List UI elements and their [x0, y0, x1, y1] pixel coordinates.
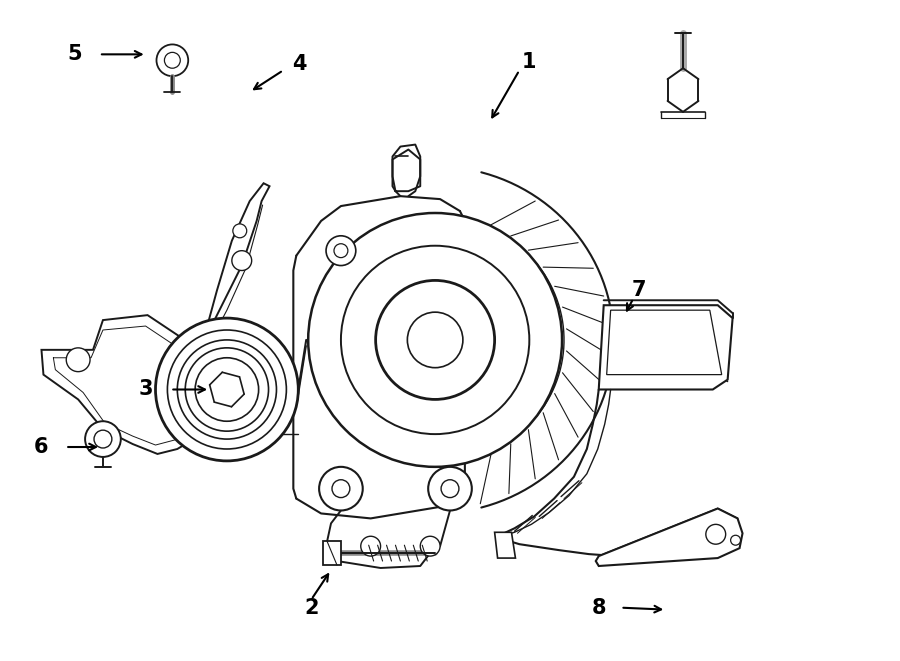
Circle shape [156, 318, 298, 461]
Polygon shape [41, 315, 227, 454]
Circle shape [157, 44, 188, 76]
Text: 4: 4 [292, 54, 307, 74]
Polygon shape [495, 532, 516, 558]
Text: 7: 7 [631, 280, 645, 300]
Circle shape [420, 536, 440, 556]
Text: 5: 5 [68, 44, 83, 64]
Circle shape [185, 348, 268, 431]
Circle shape [326, 236, 356, 266]
Circle shape [67, 348, 90, 371]
Circle shape [428, 467, 472, 510]
Polygon shape [607, 310, 722, 375]
Text: 8: 8 [591, 598, 606, 617]
Circle shape [706, 524, 725, 544]
Circle shape [408, 312, 463, 368]
Circle shape [233, 224, 247, 238]
Circle shape [308, 213, 562, 467]
Circle shape [232, 251, 252, 270]
Circle shape [332, 480, 350, 498]
Circle shape [375, 280, 495, 399]
Polygon shape [596, 508, 742, 566]
Text: 1: 1 [522, 52, 536, 72]
Circle shape [341, 246, 529, 434]
Text: 2: 2 [304, 598, 319, 617]
Circle shape [334, 244, 348, 258]
Circle shape [167, 330, 286, 449]
Circle shape [177, 340, 276, 439]
Text: 3: 3 [139, 379, 153, 399]
Polygon shape [202, 183, 269, 345]
Circle shape [94, 430, 112, 448]
Circle shape [441, 480, 459, 498]
Circle shape [731, 535, 741, 545]
Circle shape [320, 467, 363, 510]
Circle shape [195, 358, 258, 421]
Text: 6: 6 [34, 437, 49, 457]
Polygon shape [323, 541, 341, 565]
Circle shape [361, 536, 381, 556]
Circle shape [86, 421, 121, 457]
Circle shape [165, 52, 180, 68]
Polygon shape [598, 305, 733, 389]
